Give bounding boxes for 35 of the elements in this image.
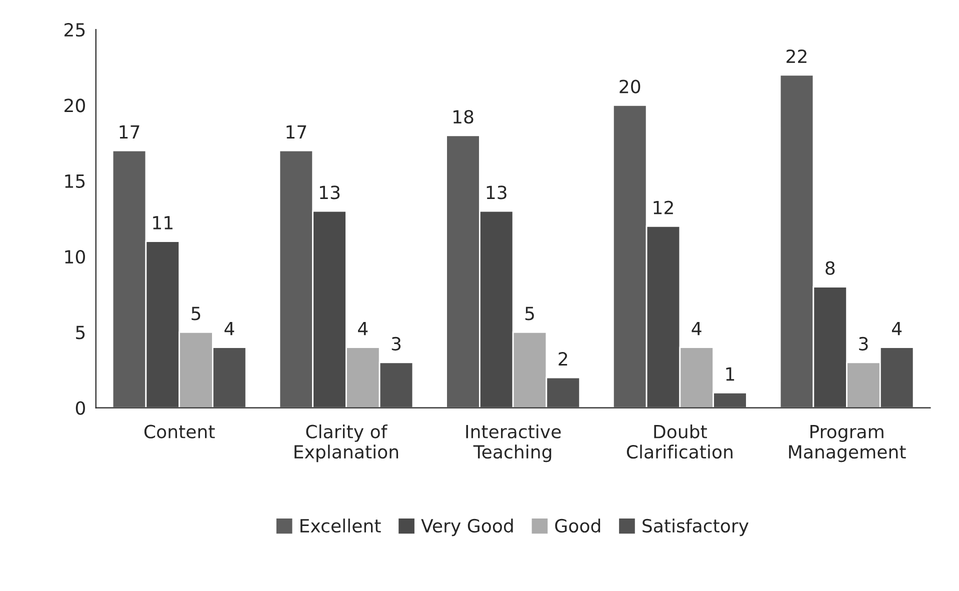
data-label: 8 [826, 261, 835, 275]
x-tick-label: Interactive Teaching [466, 424, 561, 462]
legend-label: Good [555, 518, 600, 533]
y-tick-label: 25 [64, 23, 85, 37]
data-label: 2 [558, 352, 568, 366]
y-tick-label: 10 [65, 250, 85, 264]
data-label: 4 [692, 322, 702, 336]
y-tick-label: 20 [64, 98, 85, 112]
data-label: 1 [726, 367, 734, 381]
data-label: 17 [120, 125, 140, 138]
x-tick-label: Clarity of Explanation [294, 424, 398, 462]
y-tick-label: 0 [76, 401, 85, 415]
data-label: 4 [224, 322, 234, 336]
y-tick-label: 15 [65, 174, 85, 188]
data-label: 18 [454, 110, 474, 124]
x-tick-label: Program Management [789, 425, 906, 462]
data-label: 12 [654, 200, 673, 214]
x-tick-label: Doubt Clarification [626, 424, 732, 459]
data-label: 5 [525, 306, 534, 320]
legend-label: Very Good [421, 518, 513, 536]
x-tick-label: Content [144, 424, 215, 438]
data-label: 4 [358, 322, 368, 336]
data-label: 13 [320, 186, 340, 200]
legend-label: Satisfactory [642, 518, 748, 536]
data-label: 11 [153, 216, 172, 230]
data-label: 4 [892, 322, 902, 336]
data-label: 20 [620, 80, 640, 94]
data-label: 22 [786, 49, 806, 63]
y-tick-label: 5 [76, 326, 85, 340]
data-label: 3 [859, 336, 868, 351]
legend-label: Excellent [300, 518, 381, 533]
data-label: 13 [486, 186, 506, 200]
data-label: 17 [286, 125, 306, 138]
data-label: 5 [192, 306, 200, 320]
data-label: 3 [392, 336, 401, 351]
